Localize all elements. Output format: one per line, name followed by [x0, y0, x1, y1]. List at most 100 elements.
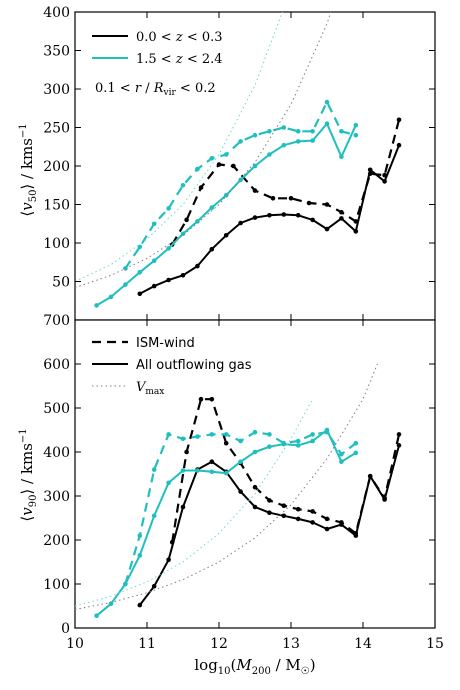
data-point-top-0-10 [339, 209, 344, 215]
data-point-top-2-5 [195, 166, 200, 172]
data-point-bottom-3-18 [353, 450, 359, 456]
data-point-top-1-14 [339, 216, 344, 221]
data-point-bottom-0-9 [295, 506, 301, 512]
data-point-top-2-1 [137, 244, 143, 250]
data-point-top-1-11 [295, 213, 301, 218]
data-point-bottom-1-13 [324, 526, 330, 532]
data-point-top-0-4 [231, 163, 236, 169]
data-point-bottom-0-7 [267, 498, 272, 503]
data-point-top-1-9 [267, 213, 272, 218]
data-point-top-1-18 [396, 142, 402, 148]
data-point-bottom-1-7 [238, 489, 243, 494]
data-point-top-2-11 [281, 125, 287, 130]
data-point-top-2-8 [238, 139, 243, 144]
y-tick-label-top-200: 200 [43, 159, 70, 175]
y-axis-label-top: ⟨v50⟩ / kms−1 [18, 123, 39, 216]
data-point-bottom-0-2 [198, 396, 204, 402]
y-tick-label-bottom-600: 600 [43, 357, 70, 373]
data-point-bottom-0-8 [281, 503, 287, 509]
data-point-top-0-8 [306, 200, 312, 206]
data-point-bottom-3-0 [94, 613, 99, 618]
data-point-top-0-2 [198, 185, 204, 190]
data-point-top-3-8 [209, 205, 215, 210]
y-tick-label-bottom-400: 400 [43, 445, 70, 461]
y-tick-label-bottom-100: 100 [43, 577, 70, 593]
data-point-bottom-1-5 [209, 459, 215, 465]
data-point-top-1-10 [281, 212, 287, 217]
data-point-top-2-15 [339, 129, 344, 134]
legend-label-all-outflowing: All outflowing gas [136, 358, 252, 373]
data-point-top-1-15 [353, 229, 359, 234]
data-point-bottom-3-13 [281, 441, 287, 447]
data-point-bottom-1-11 [295, 516, 301, 522]
legend-label-ism-wind: ISM-wind [136, 336, 195, 351]
y-tick-label-bottom-0: 0 [61, 621, 70, 637]
data-point-bottom-2-2 [151, 467, 157, 472]
series-line-bottom-5 [75, 398, 314, 607]
data-point-top-2-7 [223, 152, 229, 157]
data-point-top-1-17 [382, 179, 387, 184]
data-point-top-3-13 [281, 142, 287, 148]
data-point-bottom-1-12 [310, 520, 315, 525]
data-point-top-3-14 [295, 139, 301, 144]
data-point-bottom-3-5 [166, 480, 171, 486]
data-point-top-2-14 [324, 99, 330, 105]
y-tick-label-top-50: 50 [52, 275, 70, 291]
y-tick-label-bottom-700: 700 [43, 313, 70, 329]
data-point-top-2-2 [151, 221, 157, 227]
data-point-top-2-12 [295, 129, 301, 134]
y-tick-label-bottom-300: 300 [43, 489, 70, 505]
data-point-bottom-2-4 [180, 436, 186, 442]
data-point-bottom-3-11 [252, 449, 258, 455]
data-point-top-1-1 [151, 283, 157, 289]
data-point-bottom-0-1 [184, 449, 189, 455]
data-point-bottom-2-13 [310, 432, 315, 437]
data-point-top-0-14 [396, 117, 402, 123]
data-point-top-1-6 [223, 233, 229, 238]
legend-label-high-z: 1.5 < z < 2.4 [136, 52, 223, 67]
panel-bottom: 0 100 200 300 400 500 600 700 10 11 12 13 14 15 ⟨v90… [18, 313, 444, 677]
data-point-top-3-16 [324, 121, 330, 126]
data-point-top-1-5 [209, 246, 215, 252]
data-point-bottom-3-15 [310, 438, 315, 444]
data-point-bottom-0-16 [396, 432, 402, 437]
series-line-top-2 [124, 100, 357, 270]
data-point-bottom-3-2 [123, 581, 128, 587]
series-line-top-4 [75, 12, 332, 289]
data-point-bottom-1-2 [166, 557, 171, 563]
y-tick-label-bottom-200: 200 [43, 533, 70, 549]
series-line-bottom-4 [75, 363, 378, 610]
data-point-top-3-3 [137, 270, 143, 275]
data-point-bottom-1-16 [367, 473, 373, 479]
data-point-bottom-0-11 [324, 516, 330, 522]
data-point-top-3-15 [310, 138, 315, 143]
data-point-bottom-1-9 [267, 510, 272, 515]
data-point-bottom-3-16 [324, 427, 330, 433]
data-point-bottom-0-3 [209, 396, 215, 402]
data-point-top-3-11 [252, 163, 258, 169]
annotation-radius: 0.1 < r / Rvir < 0.2 [95, 81, 216, 98]
data-point-top-2-10 [267, 129, 272, 134]
data-point-bottom-2-9 [252, 429, 258, 435]
data-point-top-0-9 [324, 202, 330, 207]
data-point-top-1-7 [238, 220, 243, 226]
data-point-top-3-5 [166, 246, 171, 251]
panel-top: 50 100 150 200 250 300 350 400 ⟨v50⟩ / kms−1 0.… [18, 5, 436, 321]
data-point-top-0-5 [252, 188, 258, 193]
x-tick-label-12: 12 [210, 636, 228, 652]
data-point-bottom-3-3 [137, 553, 143, 558]
data-point-bottom-3-9 [223, 470, 229, 476]
data-point-bottom-1-10 [281, 513, 287, 519]
data-point-top-0-7 [288, 196, 294, 201]
y-axis-label-bottom: ⟨v90⟩ / kms−1 [18, 428, 39, 521]
data-point-bottom-1-0 [137, 602, 143, 608]
data-point-bottom-2-6 [209, 432, 215, 437]
data-point-bottom-3-12 [267, 444, 272, 450]
data-point-top-2-13 [310, 129, 315, 134]
data-point-bottom-3-17 [339, 459, 344, 465]
data-point-bottom-2-10 [267, 432, 272, 437]
plot-frame-bottom [74, 319, 436, 629]
data-point-bottom-3-14 [295, 443, 301, 448]
data-point-bottom-2-1 [137, 533, 143, 538]
